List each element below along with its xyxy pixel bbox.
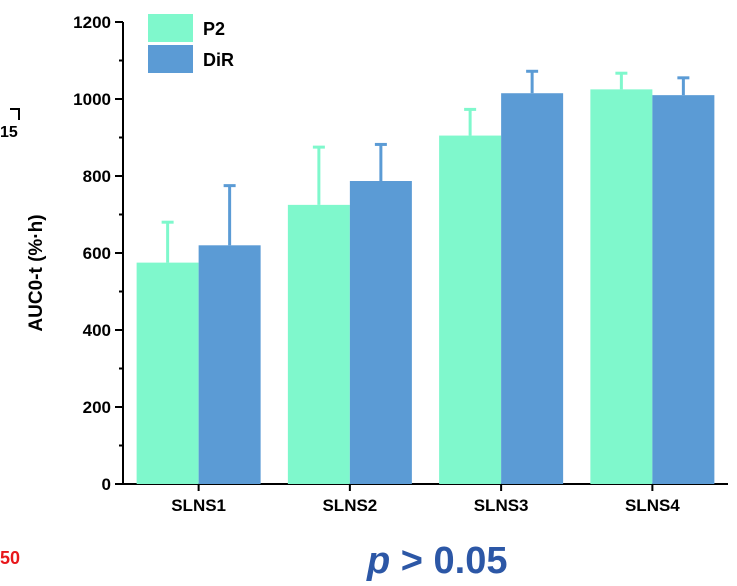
red-edge-fragment: 50 bbox=[0, 548, 20, 569]
bar-p2-slns3 bbox=[439, 135, 502, 484]
x-tick-label: SLNS1 bbox=[171, 496, 226, 515]
bars-group bbox=[136, 89, 715, 485]
x-tick-label: SLNS2 bbox=[322, 496, 377, 515]
left-edge-fragment: 15 bbox=[0, 124, 18, 142]
bar-p2-slns1 bbox=[136, 262, 199, 484]
bar-p2-slns2 bbox=[287, 204, 350, 484]
y-tick-label: 400 bbox=[83, 321, 111, 340]
legend-label-dir: DiR bbox=[203, 50, 234, 70]
left-edge-text: 15 bbox=[0, 124, 18, 141]
legend-label-p2: P2 bbox=[203, 19, 225, 39]
y-tick-label: 200 bbox=[83, 398, 111, 417]
y-axis-label: AUC0-t (%·h) bbox=[26, 214, 47, 331]
bar-dir-slns1 bbox=[198, 245, 261, 484]
x-tick-label: SLNS4 bbox=[625, 496, 680, 515]
x-axis: SLNS1 SLNS2 SLNS3 SLNS4 bbox=[123, 483, 728, 515]
left-edge-bracket bbox=[10, 108, 20, 120]
y-tick-label: 0 bbox=[102, 475, 111, 494]
x-tick-label: SLNS3 bbox=[474, 496, 529, 515]
y-tick-label: 600 bbox=[83, 244, 111, 263]
red-edge-text: 50 bbox=[0, 548, 21, 568]
y-tick-label: 1200 bbox=[73, 13, 111, 32]
legend-swatch-p2 bbox=[148, 14, 193, 42]
bar-dir-slns2 bbox=[349, 181, 412, 484]
p-symbol: p bbox=[367, 540, 391, 582]
bar-dir-slns3 bbox=[501, 93, 564, 484]
y-axis: 0 200 400 600 800 1000 1200 bbox=[73, 13, 124, 494]
bar-dir-slns4 bbox=[652, 95, 715, 485]
error-bars-group bbox=[161, 69, 690, 263]
legend: P2 DiR bbox=[148, 14, 234, 73]
p-value-annotation: p > 0.05 bbox=[367, 540, 507, 583]
p-value-text: > 0.05 bbox=[390, 540, 508, 582]
y-tick-label: 1000 bbox=[73, 90, 111, 109]
y-tick-label: 800 bbox=[83, 167, 111, 186]
bar-p2-slns4 bbox=[590, 89, 653, 484]
legend-swatch-dir bbox=[148, 45, 193, 73]
